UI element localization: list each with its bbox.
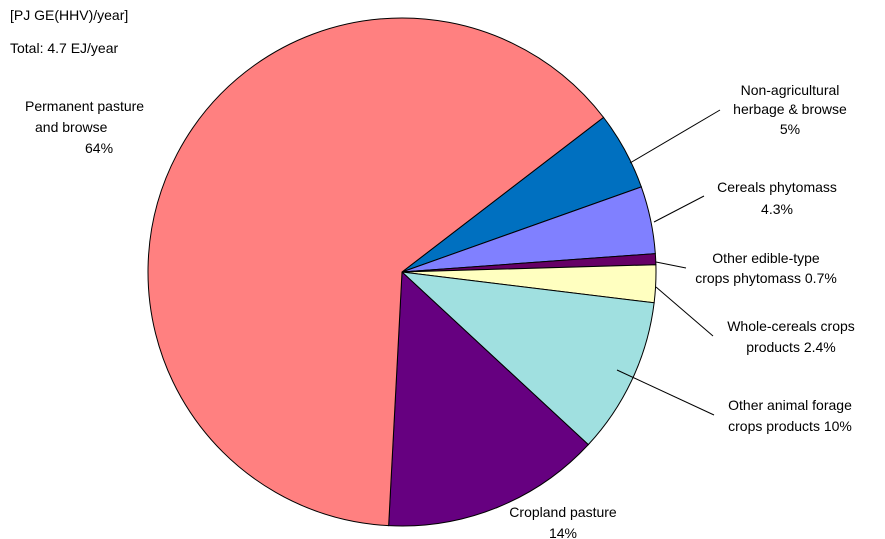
slice-label: Cereals phytomass 4.3%: [717, 179, 837, 217]
slice-label-line: Cropland pasture: [509, 504, 617, 520]
slice-label-line: Non-agricultural: [741, 82, 840, 98]
leader-line: [616, 369, 715, 416]
leader-line: [655, 286, 714, 337]
pie-slice-other-animal-forage-crops-products: [400, 271, 655, 446]
slice-label-line: Permanent pasture: [25, 98, 144, 114]
slice-label-line: Whole-cereals crops: [727, 318, 855, 334]
slice-label-line: 14%: [549, 525, 577, 539]
slice-label: Other animal forage crops products 10%: [728, 397, 852, 434]
slice-labels: Non-agricultural herbage & browse 5% Cereal…: [25, 82, 855, 539]
slice-label-line: 4.3%: [761, 201, 793, 217]
slice-label-line: herbage & browse: [733, 101, 847, 117]
slice-label-line: Cereals phytomass: [717, 179, 837, 195]
slice-label: Cropland pasture 14%: [509, 504, 617, 539]
slice-label-line: crops products 10%: [728, 418, 852, 434]
pie-slice-cropland-pasture: [388, 270, 590, 527]
slice-label: Other edible-type crops phytomass 0.7%: [695, 250, 837, 286]
slice-label-line: and browse: [35, 119, 108, 135]
leader-line: [655, 261, 687, 269]
slice-label-line: 5%: [780, 121, 800, 137]
unit-note: [PJ GE(HHV)/year]: [10, 7, 128, 23]
slice-label-line: Other edible-type: [712, 250, 820, 266]
slice-label: Non-agricultural herbage & browse 5%: [733, 82, 847, 137]
slice-label-line: products 2.4%: [746, 339, 836, 355]
slice-label: Permanent pasture and browse 64%: [25, 98, 144, 156]
leader-line: [653, 195, 705, 223]
pie-slices: [147, 17, 657, 527]
total-note: Total: 4.7 EJ/year: [10, 40, 119, 56]
leader-lines: [616, 109, 721, 416]
slice-label-line: crops phytomass 0.7%: [695, 270, 837, 286]
slice-label: Whole-cereals crops products 2.4%: [727, 318, 855, 355]
pie-slice-permanent-pasture-and-browse: [147, 17, 605, 527]
slice-label-line: 64%: [85, 140, 113, 156]
leader-line: [629, 109, 721, 164]
slice-label-line: Other animal forage: [728, 397, 852, 413]
